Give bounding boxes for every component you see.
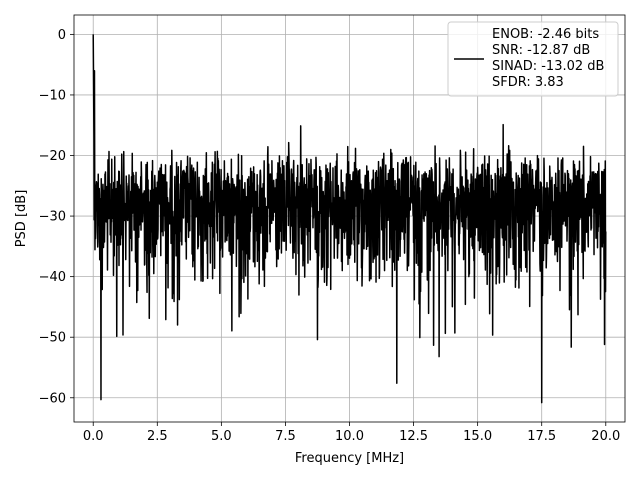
y-tick-label: −20 xyxy=(39,149,66,164)
y-tick-label: −60 xyxy=(39,391,66,406)
x-axis-label: Frequency [MHz] xyxy=(295,451,404,466)
y-tick-label: −10 xyxy=(39,88,66,103)
x-tick-label: 15.0 xyxy=(463,429,492,444)
series-layer xyxy=(92,34,607,404)
x-tick-label: 12.5 xyxy=(399,429,428,444)
x-tick-label: 10.0 xyxy=(335,429,364,444)
x-tick-label: 20.0 xyxy=(591,429,620,444)
x-tick-label: 7.5 xyxy=(275,429,296,444)
y-axis-ticks: 0 −10 −20 −30 −40 −50 −60 xyxy=(39,28,74,406)
y-tick-label: 0 xyxy=(58,28,66,43)
legend-entry-snr: SNR: -12.87 dB xyxy=(492,43,590,58)
legend-entry-enob: ENOB: -2.46 bits xyxy=(492,27,599,42)
legend: ENOB: -2.46 bits SNR: -12.87 dB SINAD: -… xyxy=(447,21,619,97)
y-tick-label: −30 xyxy=(39,210,66,225)
y-tick-label: −50 xyxy=(39,331,66,346)
y-tick-label: −40 xyxy=(39,270,66,285)
x-tick-label: 17.5 xyxy=(527,429,556,444)
legend-entry-sinad: SINAD: -13.02 dB xyxy=(492,59,604,74)
legend-entry-sfdr: SFDR: 3.83 xyxy=(492,75,564,90)
x-tick-label: 2.5 xyxy=(147,429,168,444)
y-axis-label: PSD [dB] xyxy=(14,190,29,248)
psd-series-line xyxy=(92,34,607,404)
x-tick-label: 5.0 xyxy=(211,429,232,444)
x-axis-ticks: 0.0 2.5 5.0 7.5 10.0 12.5 15.0 17.5 20.0 xyxy=(83,422,620,444)
x-tick-label: 0.0 xyxy=(83,429,104,444)
legend-box xyxy=(447,21,619,97)
